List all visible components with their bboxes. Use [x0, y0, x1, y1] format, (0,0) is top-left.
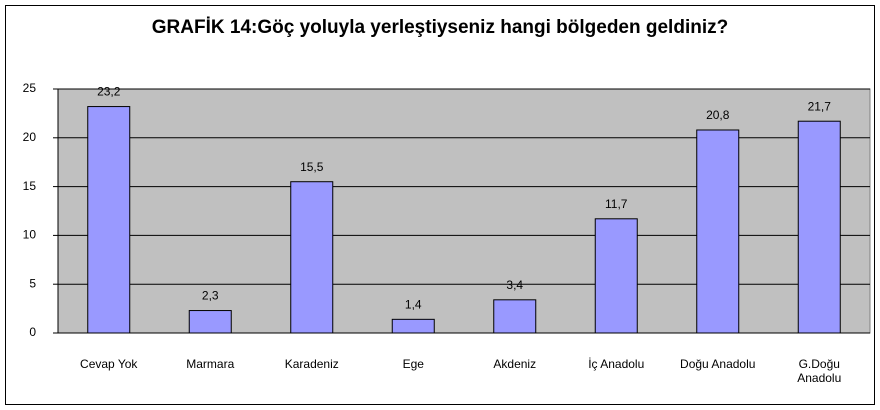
y-tick-label: 0 [29, 325, 36, 339]
y-tick-label: 10 [23, 228, 37, 242]
x-label-box: İç Anadolu [588, 357, 645, 371]
x-tick-label: Karadeniz [284, 357, 339, 371]
data-label: 21,7 [808, 99, 832, 113]
bar [188, 310, 232, 334]
x-label-box: Cevap Yok [80, 357, 138, 371]
x-tick-label: İç Anadolu [588, 357, 645, 371]
bar [493, 299, 537, 334]
x-label-box: Doğu Anadolu [680, 357, 756, 371]
x-tick-label: Cevap Yok [80, 357, 138, 371]
chart-title: GRAFİK 14:Göç yoluyla yerleştiyseniz han… [152, 17, 728, 38]
data-label: 15,5 [300, 160, 324, 174]
x-tick-label: Doğu Anadolu [680, 357, 756, 371]
x-label-box: Akdeniz [493, 357, 537, 371]
data-label: 2,3 [202, 289, 219, 303]
x-label-box: Karadeniz [284, 357, 339, 371]
x-label-box: Ege [402, 357, 424, 371]
x-tick-label: Akdeniz [493, 357, 537, 371]
bar [797, 120, 841, 334]
bar [391, 318, 435, 334]
data-label: 20,8 [706, 108, 730, 122]
bar [696, 129, 740, 334]
y-tick-label: 5 [29, 276, 36, 290]
bar [290, 181, 334, 334]
x-tick-label: G.Doğu Anadolu [797, 357, 842, 385]
x-tick-label: Marmara [186, 357, 235, 371]
data-label: 23,2 [97, 85, 121, 99]
x-label-box: Marmara [186, 357, 235, 371]
bar [87, 106, 131, 334]
x-tick-label: Ege [402, 357, 424, 371]
plot-area [57, 88, 871, 334]
data-label: 11,7 [605, 197, 628, 211]
data-label: 3,4 [506, 278, 523, 292]
bar [594, 218, 638, 334]
data-label: 1,4 [405, 298, 422, 312]
y-tick-label: 15 [23, 179, 37, 193]
y-tick-label: 25 [23, 81, 37, 95]
x-label-box: G.Doğu Anadolu [797, 357, 842, 385]
y-tick-label: 20 [23, 130, 37, 144]
